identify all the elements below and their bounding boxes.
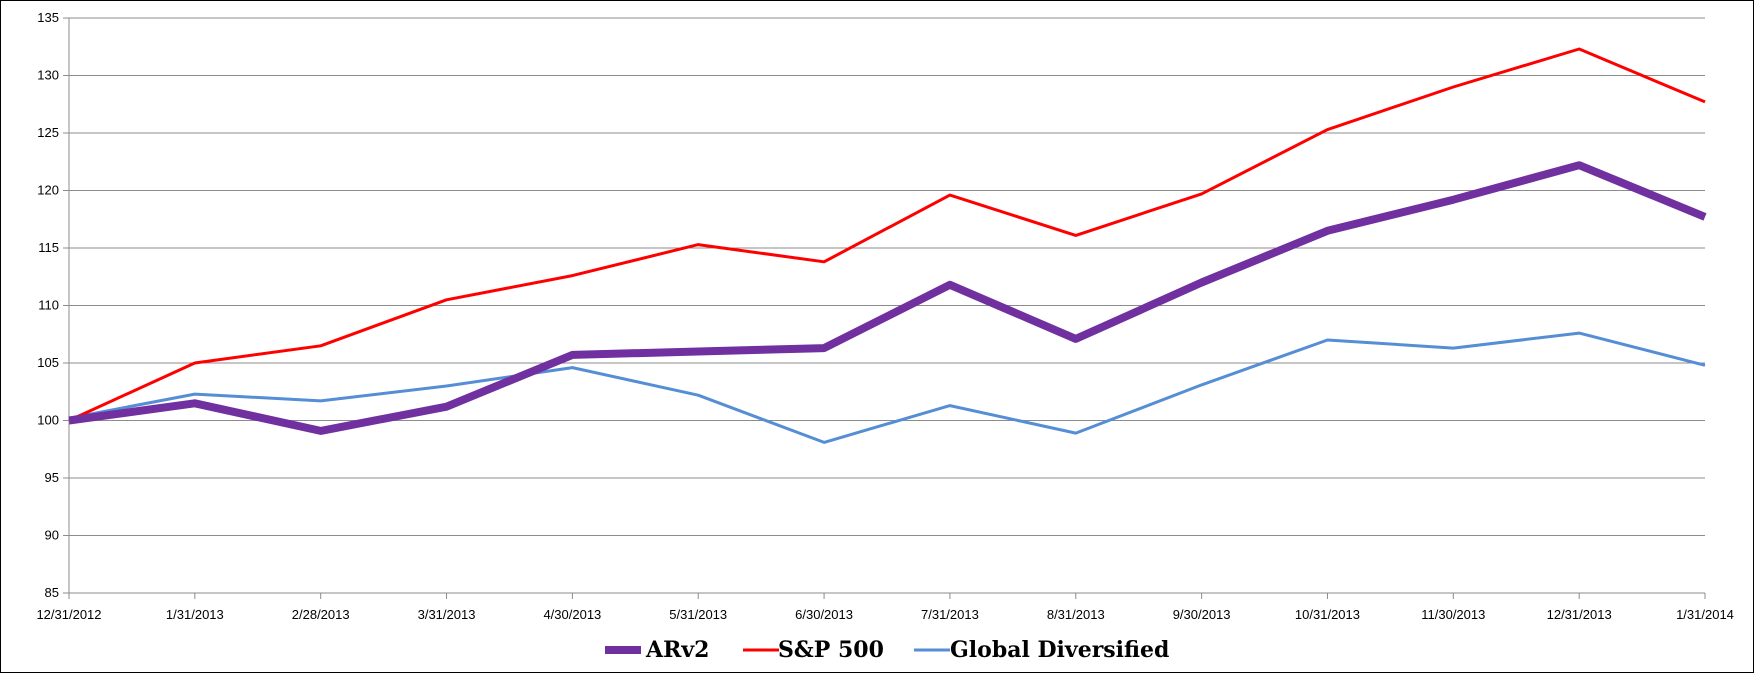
x-tick-label: 9/30/2013 — [1173, 607, 1231, 622]
legend-label: S&P 500 — [778, 637, 884, 663]
series-line-arv2 — [69, 165, 1705, 431]
x-tick-label: 3/31/2013 — [418, 607, 476, 622]
x-axis-ticks: 12/31/2012 1/31/2013 2/28/2013 3/31/2013 4/3… — [36, 607, 1733, 622]
y-tick-label: 100 — [37, 413, 59, 428]
x-tick-label: 6/30/2013 — [795, 607, 853, 622]
y-tick-label: 105 — [37, 355, 59, 370]
series-line-s-p-500 — [69, 49, 1705, 421]
y-tick-label: 130 — [37, 68, 59, 83]
x-tick-label: 10/31/2013 — [1295, 607, 1360, 622]
x-tick-label: 11/30/2013 — [1421, 607, 1485, 622]
x-tick-label: 12/31/2012 — [36, 607, 101, 622]
legend-label: ARv2 — [645, 637, 709, 663]
x-tick-label: 1/31/2014 — [1676, 607, 1734, 622]
x-tick-label: 7/31/2013 — [921, 607, 979, 622]
y-tick-label: 90 — [45, 528, 59, 543]
gridlines — [69, 18, 1705, 536]
y-tick-label: 110 — [38, 298, 59, 313]
y-tick-label: 95 — [45, 470, 59, 485]
x-tick-label: 2/28/2013 — [292, 607, 350, 622]
legend-label: Global Diversified — [950, 637, 1169, 663]
axes — [63, 18, 1705, 599]
y-tick-label: 85 — [45, 585, 59, 600]
legend: ARv2 S&P 500 Global Diversified — [605, 637, 1169, 663]
series-lines — [69, 49, 1705, 442]
x-tick-label: 4/30/2013 — [543, 607, 601, 622]
x-tick-label: 5/31/2013 — [669, 607, 727, 622]
y-axis-ticks: 85 90 95 100 105 110 115 120 125 130 135 — [37, 10, 59, 600]
y-tick-label: 135 — [37, 10, 59, 25]
x-tick-label: 1/31/2013 — [166, 607, 224, 622]
x-tick-label: 12/31/2013 — [1547, 607, 1612, 622]
y-tick-label: 125 — [37, 125, 59, 140]
x-tick-label: 8/31/2013 — [1047, 607, 1105, 622]
y-tick-label: 120 — [37, 183, 59, 198]
y-tick-label: 115 — [38, 240, 59, 255]
